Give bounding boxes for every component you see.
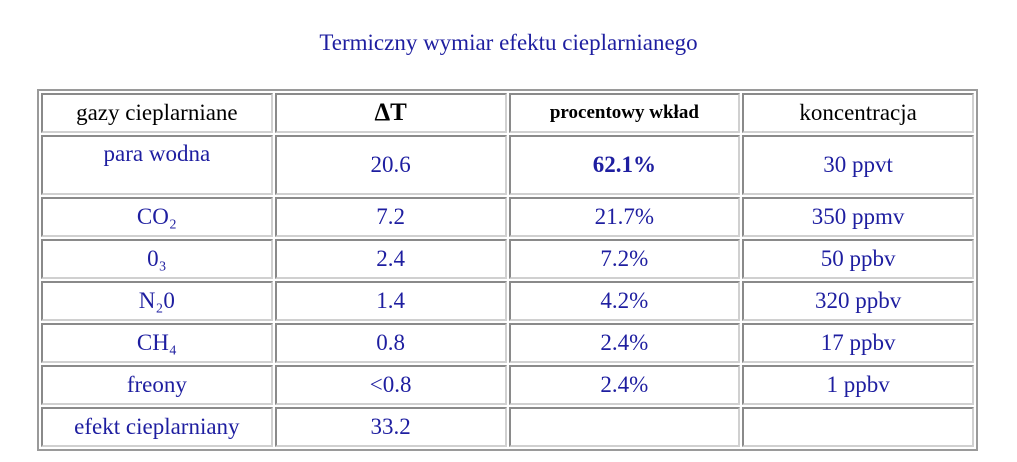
table-cell: 1.4 (274, 281, 507, 321)
empty-cell (508, 407, 741, 447)
table-cell: <0.8 (274, 365, 507, 405)
table-cell: efekt cieplarniany (41, 407, 273, 447)
table-cell: 50 ppbv (742, 239, 974, 279)
table-row: freony <0.8 2.4% 1 ppbv (41, 365, 974, 405)
table-cell: N₂0 (41, 281, 273, 321)
table-row: para wodna 20.6 62.1% 30 ppvt (41, 135, 974, 195)
table-body: para wodna 20.6 62.1% 30 ppvt CO₂ 7.2 21.7% 350… (41, 135, 974, 447)
header-cell: gazy cieplarniane (41, 93, 273, 133)
table-cell: 350 ppmv (742, 197, 974, 237)
title: Termiczny wymiar efektu cieplarnianego (319, 30, 698, 55)
table-row: N₂0 1.4 4.2% 320 ppbv (41, 281, 974, 321)
table-cell: 7.2% (508, 239, 741, 279)
table-cell: 2.4% (508, 323, 741, 363)
table-cell: para wodna (41, 135, 273, 195)
header-cell: koncentracja (742, 93, 974, 133)
table-cell: freony (41, 365, 273, 405)
table-cell: 21.7% (508, 197, 741, 237)
table-cell: 20.6 (274, 135, 507, 195)
header-cell: ΔT (274, 93, 507, 133)
table-cell: 4.2% (508, 281, 741, 321)
table-cell: 17 ppbv (742, 323, 974, 363)
table-header: gazy cieplarniane ΔT procentowy wkład konce… (41, 93, 974, 133)
table-cell: 0₃ (41, 239, 273, 279)
table-cell: 62.1% (508, 135, 741, 195)
header-row: gazy cieplarniane ΔT procentowy wkład konce… (41, 93, 974, 133)
table-cell: CO₂ (41, 197, 273, 237)
table-cell: 0.8 (274, 323, 507, 363)
empty-cell (742, 407, 974, 447)
table-cell: 1 ppbv (742, 365, 974, 405)
table-cell: 2.4% (508, 365, 741, 405)
table-cell: 33.2 (274, 407, 507, 447)
table-row: CO₂ 7.2 21.7% 350 ppmv (41, 197, 974, 237)
table-cell: 30 ppvt (742, 135, 974, 195)
table-cell: 2.4 (274, 239, 507, 279)
table-cell: 320 ppbv (742, 281, 974, 321)
table-cell: CH₄ (41, 323, 273, 363)
table-row: efekt cieplarniany 33.2 (41, 407, 974, 447)
table-row: CH₄ 0.8 2.4% 17 ppbv (41, 323, 974, 363)
data-table: gazy cieplarniane ΔT procentowy wkład konce… (37, 89, 978, 451)
table-row: 0₃ 2.4 7.2% 50 ppbv (41, 239, 974, 279)
table-cell: 7.2 (274, 197, 507, 237)
header-cell: procentowy wkład (508, 93, 741, 133)
